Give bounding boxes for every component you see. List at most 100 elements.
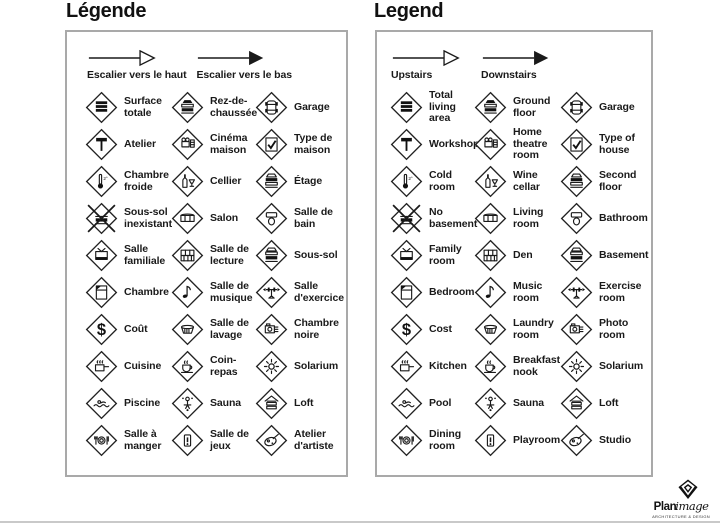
legend-item-label: Living room [513,205,544,230]
legend-item: Basement [560,239,649,272]
legend-item: Wine cellar [474,165,560,198]
stairs-up-label: Escalier vers le haut [87,69,187,81]
open-arrow-icon [392,49,460,67]
legend-item-label: Atelier [124,137,156,150]
legend-item: Family room [390,239,474,272]
living-room-icon [474,202,507,235]
cost-icon: $ [390,313,423,346]
legend-item-label: Chambre froide [124,168,169,193]
page-title-fr: Légende [66,0,147,22]
svg-text:$: $ [97,321,106,339]
den-icon [171,239,204,272]
legend-item-label: Cinéma maison [210,131,248,156]
legend-item: Atelier [85,128,171,161]
legend-item: Sous-sol inexistant [85,202,173,235]
pool-icon [390,387,423,420]
legend-item: 2° Cold room [390,165,474,198]
legend-item-label: Basement [599,248,649,261]
legend-item-label: Photo room [599,316,629,341]
legend-item: Sauna [474,387,560,420]
filled-arrow-icon [198,50,264,66]
legend-item-label: Studio [599,433,632,446]
legend-item-label: Cuisine [124,359,162,372]
legend-item: Breakfast nook [474,350,560,383]
music-room-icon [171,276,204,309]
legend-item-label: Laundry room [513,316,554,341]
legend-item: Type of house [560,128,645,161]
legend-item-label: Workshop [429,137,480,150]
no-basement-icon [85,202,118,235]
photo-room-icon [560,313,593,346]
stairs-down-label: Downstairs [481,69,537,81]
legend-item-label: Étage [294,174,323,187]
stairs-arrows-fr: Escalier vers le haut Escalier vers le b… [67,32,346,83]
legend-item-label: Second floor [599,168,637,193]
legend-item: Bedroom [390,276,474,309]
legend-item: Laundry room [474,313,560,346]
home-theatre-icon [171,128,204,161]
legend-item: Garage [560,91,645,124]
legend-item: Photo room [560,313,645,346]
legend-item: Dining room [390,424,474,457]
legend-item-label: Sous-sol inexistant [124,205,173,230]
solarium-icon [255,350,288,383]
legend-item: Second floor [560,165,645,198]
stairs-down-label: Escalier vers le bas [196,69,292,81]
legend-item: Chambre noire [255,313,340,346]
photo-room-icon [255,313,288,346]
legend-item: Living room [474,202,560,235]
family-room-icon [85,239,118,272]
legend-item-label: Chambre noire [294,316,339,341]
legend-grid-en: Total living area Ground floor Garage Wo… [377,83,651,459]
legend-item: Loft [560,387,645,420]
basement-icon [255,239,288,272]
legend-item-label: Pool [429,396,452,409]
stairs-down-entry: Downstairs [481,48,553,81]
legend-item-label: Sauna [513,396,545,409]
legend-item: No basement [390,202,477,235]
legend-item-label: Ground floor [513,94,551,119]
second-floor-icon [560,165,593,198]
legend-item: Bathroom [560,202,648,235]
wine-cellar-icon [474,165,507,198]
ground-floor-icon [171,91,204,124]
legend-item-label: Sauna [210,396,242,409]
legend-item: Chambre [85,276,171,309]
legend-item-label: Exercise room [599,279,642,304]
legend-item: Salle de jeux [171,424,255,457]
cost-icon: $ [85,313,118,346]
bathroom-icon [255,202,288,235]
legend-item: Atelier d'artiste [255,424,340,457]
legend-item: Piscine [85,387,171,420]
legend-item-label: Salle de lavage [210,316,249,341]
legend-item: Workshop [390,128,479,161]
legend-item-label: Salon [210,211,239,224]
svg-text:$: $ [402,321,411,339]
legend-item-label: Cost [429,322,452,335]
legend-item-label: Dining room [429,427,462,452]
legend-item: Salle de bain [255,202,340,235]
sauna-icon [171,387,204,420]
legend-item: 2° Chambre froide [85,165,171,198]
planimage-tagline: ARCHITECTURE & DESIGN [652,514,710,519]
legend-item-label: Sous-sol [294,248,338,261]
laundry-room-icon [171,313,204,346]
legend-item: Type de maison [255,128,340,161]
exercise-room-icon [560,276,593,309]
laundry-room-icon [474,313,507,346]
legend-item: Music room [474,276,560,309]
sauna-icon [474,387,507,420]
legend-item: Salon [171,202,255,235]
stairs-up-label: Upstairs [391,69,433,81]
legend-item-label: Atelier d'artiste [294,427,334,452]
workshop-icon [85,128,118,161]
legend-item-label: Kitchen [429,359,467,372]
legend-item-label: Salle familiale [124,242,166,267]
family-room-icon [390,239,423,272]
legend-item-label: Coin- repas [210,353,238,378]
legend-item: Total living area [390,89,474,125]
legend-item: Salle de lecture [171,239,255,272]
solarium-icon [560,350,593,383]
den-icon [474,239,507,272]
